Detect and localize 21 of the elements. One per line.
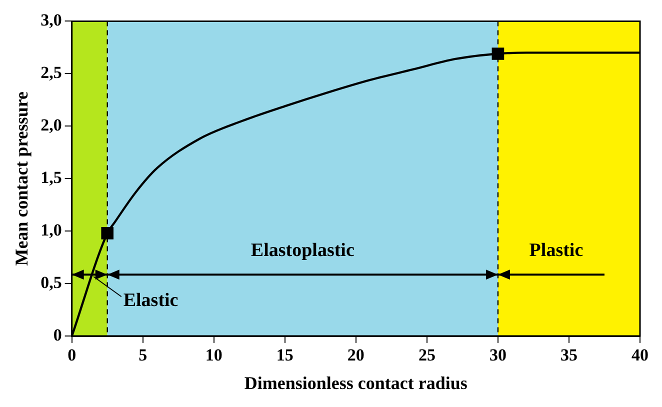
- x-tick-label: 25: [418, 346, 436, 365]
- x-tick-label: 30: [489, 346, 506, 365]
- annotation: Elastoplastic: [250, 238, 354, 263]
- x-tick-label: 10: [205, 346, 222, 365]
- x-tick-label: 15: [276, 346, 294, 365]
- y-tick-label: 1,5: [40, 168, 62, 187]
- y-tick-label: 2,0: [40, 116, 62, 135]
- x-tick-label: 20: [347, 346, 364, 365]
- y-axis-title: Mean contact pressure: [11, 91, 32, 266]
- y-tick-label: 3,0: [40, 10, 62, 30]
- annotation: Plastic: [529, 238, 584, 263]
- x-tick-label: 5: [138, 346, 148, 365]
- y-tick-label: 1,0: [40, 220, 62, 240]
- x-tick-label: 0: [68, 346, 76, 365]
- y-tick-label: 0,5: [40, 272, 62, 292]
- annotation: Elastic: [123, 288, 178, 313]
- y-tick-label: 2,5: [40, 63, 62, 82]
- x-tick-label: 35: [560, 346, 578, 365]
- y-tick-label: 0: [53, 325, 62, 344]
- x-axis-title: Dimensionless contact radius: [244, 372, 468, 393]
- x-tick-label: 40: [632, 346, 648, 365]
